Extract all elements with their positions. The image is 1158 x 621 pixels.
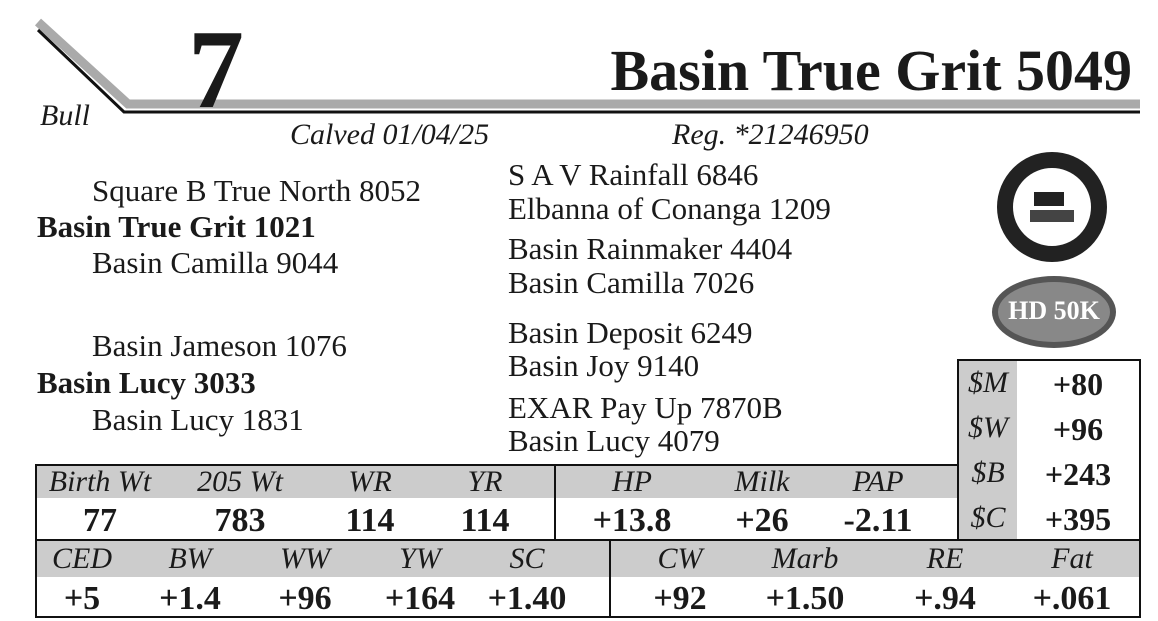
epd-header: Fat (1051, 542, 1093, 575)
sire: Basin True Grit 1021 (37, 209, 316, 244)
sex: Bull (40, 99, 90, 132)
epd-header: CED (52, 542, 112, 575)
epd-header: CW (657, 542, 703, 575)
hd50k-badge-inner (998, 282, 1110, 342)
ancestor: Basin Joy 9140 (508, 348, 700, 383)
epd-header: YW (399, 542, 441, 575)
epd-header: PAP (852, 465, 904, 498)
ancestor: EXAR Pay Up 7870B (508, 390, 783, 425)
epd-value: +.94 (914, 580, 976, 617)
cab-logo-banner (1030, 210, 1074, 222)
sire-sire: Square B True North 8052 (92, 173, 421, 208)
epd-header: WW (280, 542, 330, 575)
ancestor: Basin Lucy 4079 (508, 423, 720, 458)
epd-value: 114 (345, 502, 395, 539)
header-rule-black (36, 28, 1140, 114)
epd-header: Marb (771, 542, 839, 575)
epd-header: 205 Wt (197, 465, 283, 498)
epd-value: 114 (460, 502, 510, 539)
sire-dam: Basin Camilla 9044 (92, 245, 339, 280)
ancestor: S A V Rainfall 6846 (508, 157, 759, 192)
epd-header: Milk (734, 465, 790, 498)
dam-sire: Basin Jameson 1076 (92, 328, 347, 363)
dam: Basin Lucy 3033 (37, 365, 256, 400)
epd-bottom-header-band (37, 541, 1139, 577)
epd-header: YR (467, 465, 503, 498)
epd-value: +13.8 (592, 502, 672, 539)
epd-value: +1.40 (487, 580, 567, 617)
cab-logo-inner (1011, 166, 1093, 248)
ancestor: Basin Camilla 7026 (508, 265, 755, 300)
epd-value: +96 (278, 580, 332, 617)
ancestor: Basin Deposit 6249 (508, 315, 753, 350)
epd-value: +164 (384, 580, 456, 617)
epd-header: SC (509, 542, 545, 575)
epd-header: RE (926, 542, 964, 575)
genomic-badge-text: HD 50K (1008, 296, 1100, 325)
epd-value: +5 (63, 580, 101, 617)
epd-top-header-band (37, 466, 957, 498)
index-value: +395 (1044, 501, 1112, 537)
index-label: $M (968, 366, 1008, 399)
ancestor: Basin Rainmaker 4404 (508, 231, 793, 266)
epd-value: +26 (735, 502, 789, 539)
cab-logo-icon (1034, 192, 1064, 206)
epd-value: +1.4 (159, 580, 221, 617)
calved-date: Calved 01/04/25 (290, 118, 490, 151)
dam-dam: Basin Lucy 1831 (92, 402, 304, 437)
epd-value: 783 (214, 502, 266, 539)
ancestor: Elbanna of Conanga 1209 (508, 191, 831, 226)
index-value: +80 (1052, 366, 1104, 402)
index-label: $C (970, 501, 1006, 534)
epd-header: HP (612, 465, 652, 498)
index-value: +96 (1052, 411, 1104, 447)
epd-value: +1.50 (765, 580, 845, 617)
epd-value: +92 (653, 580, 707, 617)
index-label: $W (968, 411, 1008, 444)
index-value: +243 (1044, 456, 1112, 492)
index-label-column (959, 361, 1017, 539)
registration: Reg. *21246950 (672, 118, 869, 151)
index-label: $B (971, 456, 1005, 489)
epd-header: WR (348, 465, 392, 498)
lot-number: 7 (188, 8, 244, 132)
epd-value: 77 (83, 502, 117, 539)
epd-value: +.061 (1032, 580, 1112, 617)
epd-value: -2.11 (843, 502, 913, 539)
epd-header: BW (168, 542, 212, 575)
epd-header: Birth Wt (48, 465, 152, 498)
animal-name: Basin True Grit 5049 (610, 38, 1133, 103)
header-rule-gray (34, 18, 1140, 109)
